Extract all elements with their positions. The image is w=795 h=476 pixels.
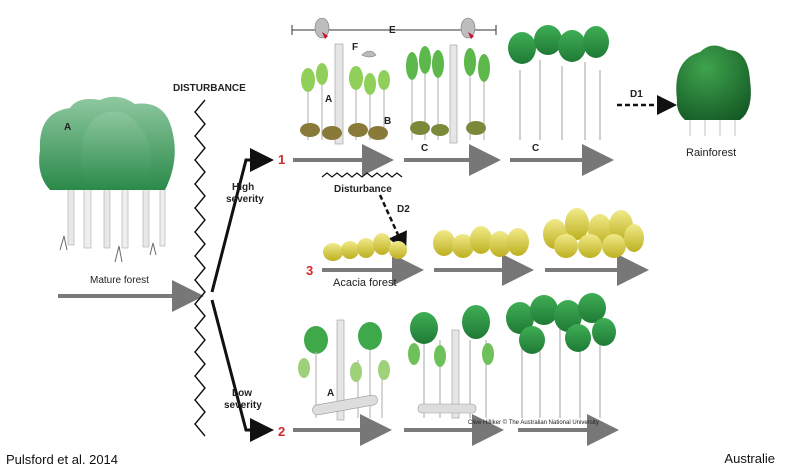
pathway-1-stage-1 <box>300 43 390 145</box>
pathway-3-stage-3 <box>543 208 644 258</box>
high-severity-label-2: severity <box>226 194 264 205</box>
disturbance-title: DISTURBANCE <box>173 83 246 94</box>
rainforest-illustration <box>676 45 751 136</box>
label-d2: D2 <box>397 204 410 215</box>
mature-forest-illustration <box>39 96 175 263</box>
illustration-credit: Clive Hilliker © The Australian National… <box>468 419 599 426</box>
small-disturbance-wave <box>321 172 403 178</box>
flying-bird-icon <box>361 50 377 58</box>
pathway-2-number: 2 <box>278 424 285 439</box>
label-f: F <box>352 42 358 53</box>
low-severity-label-1: Low <box>232 388 252 399</box>
citation-text: Pulsford et al. 2014 <box>6 452 119 467</box>
pathway-2-stage-1 <box>298 319 390 421</box>
label-a-mature: A <box>64 122 71 133</box>
label-a-path1: A <box>325 94 332 105</box>
pathway-1-stage-3 <box>508 25 609 140</box>
bird-icon <box>460 17 476 39</box>
low-severity-branch <box>210 299 274 442</box>
rainforest-label: Rainforest <box>686 147 736 159</box>
high-severity-label-1: High <box>232 182 254 193</box>
label-b-path1: B <box>384 116 391 127</box>
acacia-forest-label: Acacia forest <box>333 277 397 289</box>
pathway-3-stage-1 <box>323 233 407 261</box>
pathway-3-stage-2 <box>433 226 529 258</box>
disturbance-small-label: Disturbance <box>334 184 392 195</box>
d2-arrow <box>378 194 407 253</box>
pathway-1-stage-2 <box>406 44 490 144</box>
mature-forest-label: Mature forest <box>90 275 149 286</box>
high-severity-branch <box>210 148 274 293</box>
disturbance-zigzag <box>194 99 206 437</box>
label-e: E <box>389 25 396 36</box>
pathway-2-stage-3 <box>506 293 616 418</box>
country-label: Australie <box>724 451 775 466</box>
label-a-path2: A <box>327 388 334 399</box>
pathway-3-number: 3 <box>306 263 313 278</box>
bird-icon <box>314 17 330 39</box>
label-c-first: C <box>421 143 428 154</box>
label-d1: D1 <box>630 89 643 100</box>
low-severity-label-2: severity <box>224 400 262 411</box>
pathway-1-number: 1 <box>278 152 285 167</box>
pathway-2-stage-2 <box>408 305 494 419</box>
label-c-second: C <box>532 143 539 154</box>
